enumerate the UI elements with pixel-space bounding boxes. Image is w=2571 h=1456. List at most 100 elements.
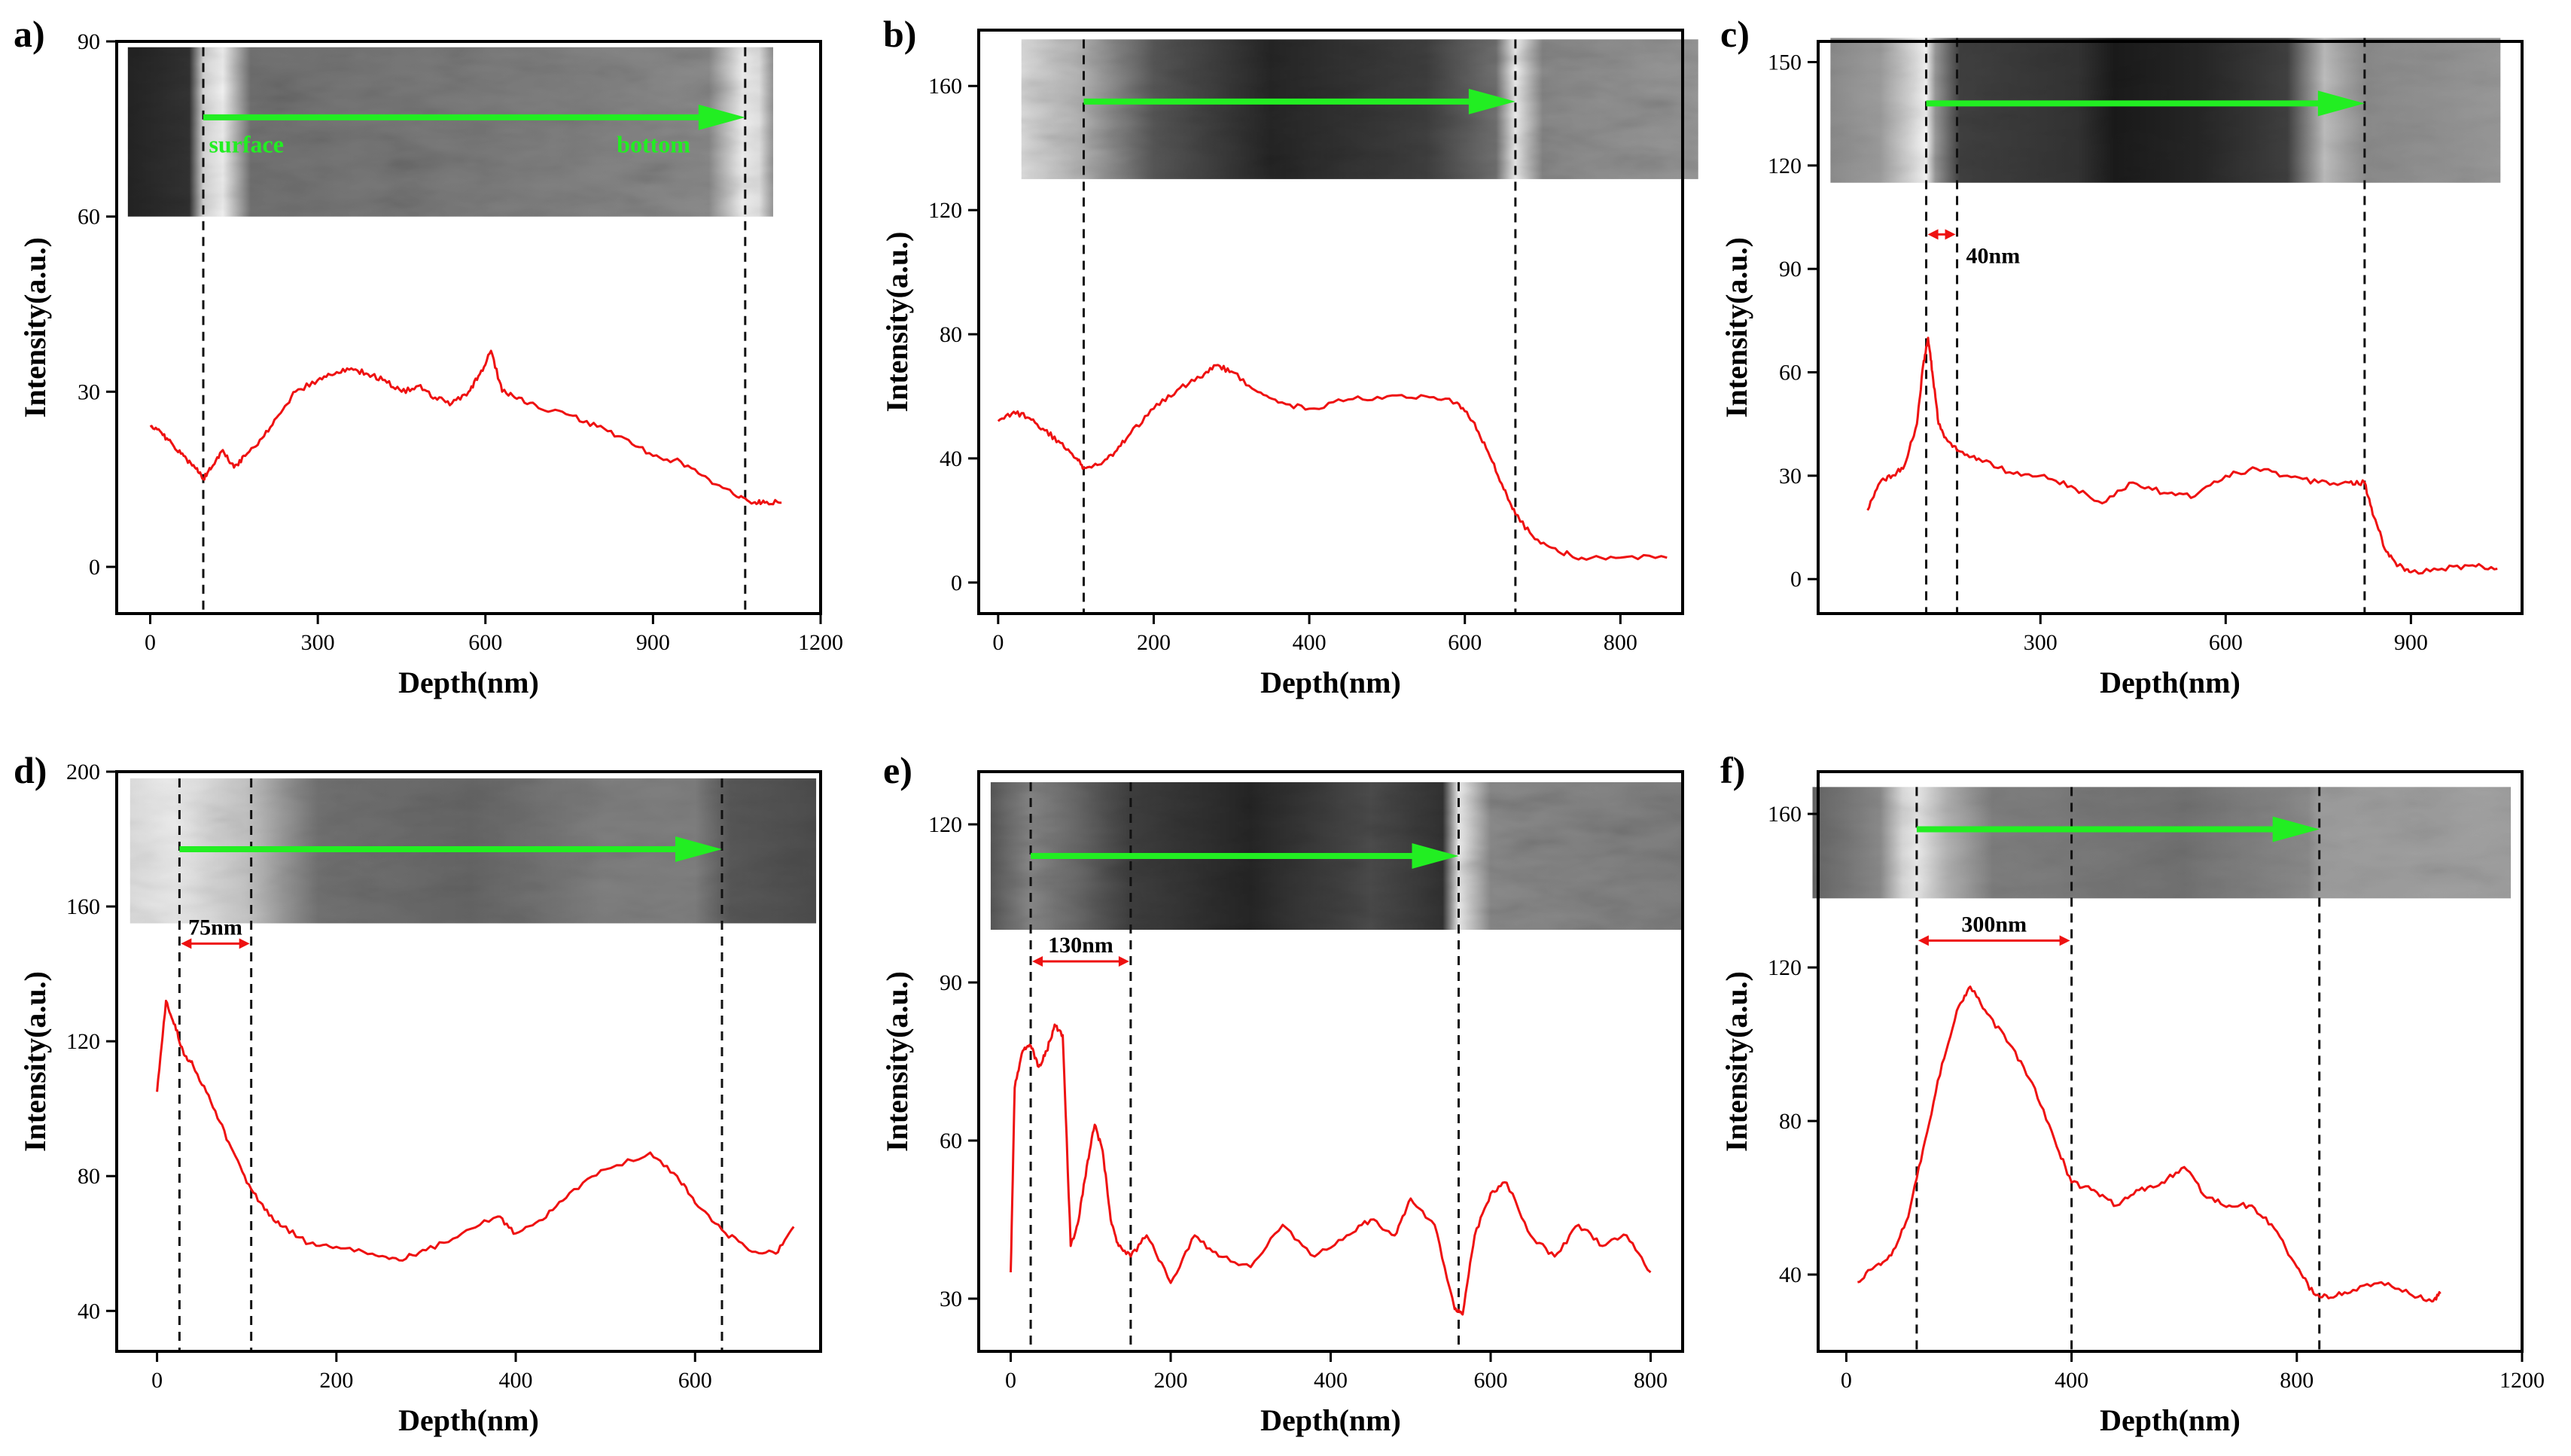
y-tick-label: 40 bbox=[1779, 1263, 1802, 1287]
tem-inset-image bbox=[1812, 787, 2512, 899]
y-tick-label: 160 bbox=[1768, 802, 1802, 827]
x-tick-label: 800 bbox=[1634, 1368, 1668, 1393]
width-label: 40nm bbox=[1966, 243, 2021, 268]
direction-arrow-head bbox=[1412, 843, 1459, 869]
arrow-label-bottom: bottom bbox=[617, 130, 690, 157]
panel-d: d) 75nm 0 200 400 600 40 80 120 160 200 Depth(nm) In… bbox=[14, 749, 822, 1437]
x-axis-title: Depth(nm) bbox=[398, 666, 539, 699]
y-tick-label: 30 bbox=[78, 379, 100, 404]
y-axis-title: Intensity(a.u.) bbox=[880, 231, 914, 412]
x-axis-title: Depth(nm) bbox=[398, 1403, 539, 1437]
width-bracket-arrow-right bbox=[1118, 956, 1129, 967]
width-label: 300nm bbox=[1961, 912, 2027, 937]
x-axis-title: Depth(nm) bbox=[1260, 1403, 1401, 1437]
x-axis-title: Depth(nm) bbox=[2100, 1403, 2240, 1437]
x-tick-label: 200 bbox=[1137, 630, 1171, 655]
y-tick-label: 90 bbox=[940, 970, 962, 995]
x-tick-label: 600 bbox=[468, 630, 502, 655]
tem-inset-image bbox=[1021, 39, 1698, 179]
direction-arrow-head bbox=[675, 836, 722, 862]
panel-letter: d) bbox=[14, 749, 47, 791]
y-axis-title: Intensity(a.u.) bbox=[1720, 971, 1753, 1152]
plot-frame bbox=[1817, 770, 2524, 1353]
x-tick-label: 0 bbox=[145, 630, 156, 655]
y-tick-label: 40 bbox=[78, 1299, 100, 1323]
panel-letter: b) bbox=[883, 13, 916, 55]
x-tick-label: 200 bbox=[319, 1368, 353, 1393]
y-tick-label: 160 bbox=[66, 894, 100, 919]
y-tick-label: 150 bbox=[1768, 50, 1802, 75]
width-bracket-arrow-left bbox=[181, 938, 192, 949]
y-tick-label: 30 bbox=[940, 1287, 962, 1311]
x-tick-label: 200 bbox=[1154, 1368, 1188, 1393]
intensity-trace bbox=[1857, 985, 2442, 1303]
panel-letter: e) bbox=[883, 749, 912, 791]
y-tick-label: 30 bbox=[1779, 464, 1802, 489]
x-tick-label: 800 bbox=[1604, 630, 1637, 655]
plot-frame bbox=[1817, 40, 2524, 615]
intensity-trace bbox=[1866, 337, 2498, 575]
y-tick-label: 120 bbox=[1768, 154, 1802, 178]
x-tick-label: 0 bbox=[1005, 1368, 1016, 1393]
y-tick-label: 120 bbox=[928, 198, 962, 223]
width-bracket-arrow-right bbox=[239, 938, 250, 949]
x-tick-label: 600 bbox=[2209, 630, 2243, 655]
x-tick-label: 400 bbox=[1293, 630, 1327, 655]
inset-texture bbox=[1812, 787, 2512, 899]
width-label: 75nm bbox=[188, 915, 242, 940]
width-bracket-arrow-right bbox=[1945, 229, 1956, 240]
y-tick-label: 0 bbox=[951, 571, 962, 595]
tem-inset-image bbox=[1830, 38, 2501, 183]
direction-arrow-head bbox=[2317, 90, 2365, 117]
x-tick-label: 300 bbox=[301, 630, 335, 655]
intensity-trace bbox=[997, 364, 1668, 561]
y-tick-label: 90 bbox=[78, 29, 100, 54]
panel-letter: a) bbox=[14, 13, 45, 55]
panel-f: f) 300nm 0 400 800 1200 40 80 120 160 Depth(nm) Int… bbox=[1720, 749, 2545, 1437]
y-tick-label: 0 bbox=[89, 555, 100, 580]
y-tick-label: 60 bbox=[78, 205, 100, 230]
panel-c: c) 40nm 300 600 900 0 30 60 90 120 150 Depth(nm) Int… bbox=[1720, 13, 2524, 699]
direction-arrow-head bbox=[2272, 816, 2320, 842]
y-tick-label: 90 bbox=[1779, 257, 1802, 282]
x-tick-label: 400 bbox=[1314, 1368, 1348, 1393]
width-bracket-arrow-left bbox=[1032, 956, 1043, 967]
y-tick-label: 120 bbox=[1768, 955, 1802, 980]
intensity-trace bbox=[1010, 1023, 1652, 1316]
y-tick-label: 80 bbox=[1779, 1109, 1802, 1134]
plot-frame bbox=[115, 40, 822, 615]
y-tick-label: 200 bbox=[66, 760, 100, 784]
y-tick-label: 160 bbox=[928, 74, 962, 99]
y-tick-label: 80 bbox=[940, 322, 962, 347]
plot-frame bbox=[977, 29, 1684, 615]
x-axis-title: Depth(nm) bbox=[1260, 666, 1401, 699]
panel-b: b) 0 200 400 600 800 0 40 80 120 160 Depth(nm) Inten… bbox=[880, 13, 1698, 699]
x-tick-label: 400 bbox=[2055, 1368, 2088, 1393]
y-tick-label: 0 bbox=[1790, 567, 1802, 592]
intensity-trace bbox=[156, 999, 795, 1262]
plot-frame bbox=[115, 770, 822, 1353]
panel-a: a) surface bottom 0 300 600 900 1200 0 30 60 90 Dept… bbox=[14, 13, 843, 699]
inset-texture bbox=[1021, 39, 1698, 179]
x-tick-label: 400 bbox=[499, 1368, 533, 1393]
y-axis-title: Intensity(a.u.) bbox=[880, 971, 914, 1152]
x-tick-label: 300 bbox=[2024, 630, 2058, 655]
panel-letter: f) bbox=[1720, 749, 1745, 791]
x-tick-label: 1200 bbox=[798, 630, 843, 655]
y-tick-label: 40 bbox=[940, 446, 962, 471]
x-tick-label: 0 bbox=[1841, 1368, 1852, 1393]
y-axis-title: Intensity(a.u.) bbox=[18, 971, 52, 1152]
width-label: 130nm bbox=[1048, 933, 1113, 958]
arrow-label-surface: surface bbox=[209, 130, 284, 157]
y-axis-title: Intensity(a.u.) bbox=[1720, 237, 1753, 418]
width-bracket-arrow-right bbox=[2059, 935, 2070, 946]
y-tick-label: 80 bbox=[78, 1164, 100, 1189]
panel-letter: c) bbox=[1720, 13, 1750, 55]
y-tick-label: 60 bbox=[1779, 361, 1802, 385]
x-tick-label: 1200 bbox=[2499, 1368, 2545, 1393]
direction-arrow-head bbox=[698, 104, 745, 130]
direction-arrow-head bbox=[1468, 88, 1515, 114]
x-axis-title: Depth(nm) bbox=[2100, 666, 2240, 699]
x-tick-label: 800 bbox=[2280, 1368, 2314, 1393]
